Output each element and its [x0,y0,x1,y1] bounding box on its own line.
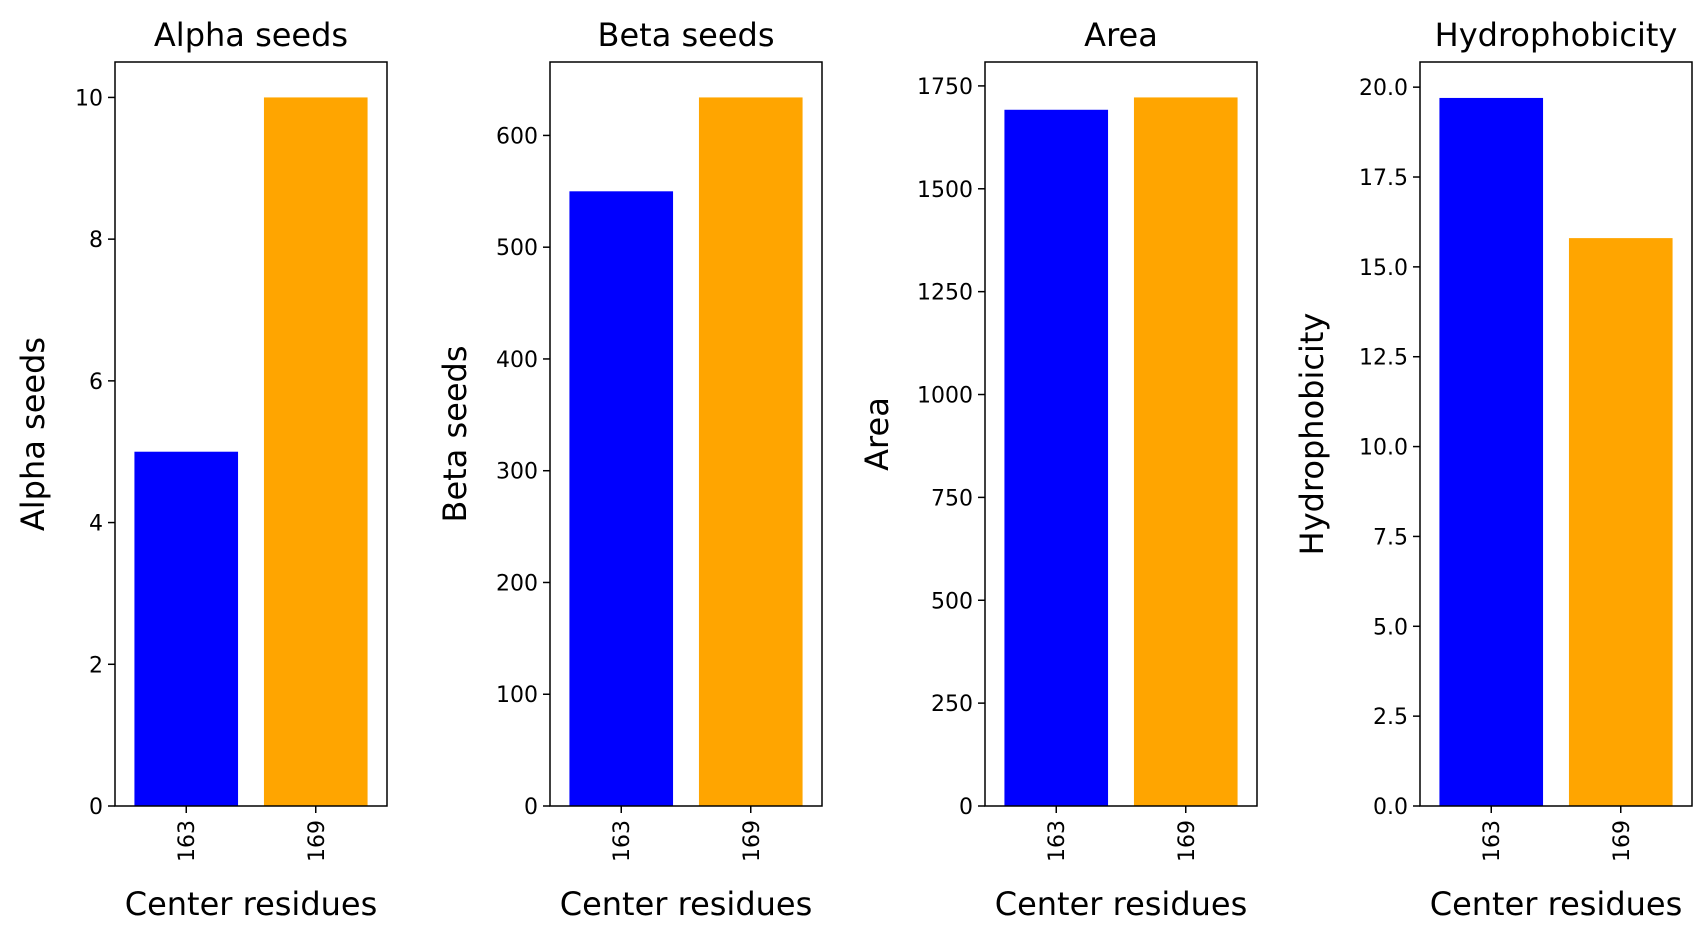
bar [698,97,803,806]
y-tick-label: 0.0 [1373,795,1408,820]
x-tick-label: 169 [1175,820,1200,862]
y-tick-label: 400 [496,348,538,373]
y-tick-label: 20.0 [1359,76,1408,101]
y-tick-label: 500 [496,236,538,261]
y-tick-label: 100 [496,683,538,708]
x-axis-label: Center residues [1430,885,1683,923]
chart-title: Beta seeds [598,16,775,54]
x-tick-label: 169 [740,820,765,862]
chart-panel: Area 163 169 0 250 500 750 1000 1250 1500 1750 Cent… [858,16,1258,923]
x-axis-label: Center residues [125,885,378,923]
y-tick-label: 750 [931,486,973,511]
bar [569,191,674,806]
y-tick-label: 12.5 [1359,346,1408,371]
y-tick-label: 6 [89,370,103,395]
y-tick-label: 1500 [917,178,973,203]
axes-frame [549,61,823,807]
y-tick-label: 10 [75,86,103,111]
x-tick-label: 163 [1045,820,1070,862]
x-tick-label: 163 [610,820,635,862]
y-tick-label: 0 [89,795,103,820]
bar [1004,109,1109,807]
y-axis-label: Beta seeds [436,346,474,523]
x-axis-label: Center residues [560,885,813,923]
chart-panel: Beta seeds 163 169 0 100 200 300 400 500 600 Cente… [436,16,823,923]
bar [1133,97,1238,806]
y-tick-label: 500 [931,589,973,614]
chart-panel: Hydrophobicity 163 169 0.0 2.5 5.0 7.5 10.0 12.5… [1293,16,1693,923]
y-tick-label: 15.0 [1359,256,1408,281]
bar [1439,97,1544,807]
chart-title: Hydrophobicity [1435,16,1678,54]
y-tick-label: 300 [496,460,538,485]
y-tick-label: 17.5 [1359,166,1408,191]
y-tick-label: 10.0 [1359,436,1408,461]
y-axis-label: Hydrophobicity [1293,313,1331,556]
axes-frame [114,61,388,807]
axes-frame [984,61,1258,807]
y-axis-label: Area [858,397,896,471]
y-tick-label: 1000 [917,384,973,409]
y-tick-label: 2.5 [1373,705,1408,730]
y-tick-label: 5.0 [1373,615,1408,640]
axes-frame [1419,61,1693,807]
y-tick-label: 8 [89,228,103,253]
x-tick-label: 169 [305,820,330,862]
bar [134,451,239,806]
y-tick-label: 0 [959,795,973,820]
y-tick-label: 250 [931,692,973,717]
bar [263,97,368,806]
chart-title: Area [1084,16,1158,54]
y-tick-label: 200 [496,571,538,596]
y-tick-label: 4 [89,512,103,537]
y-tick-label: 0 [524,795,538,820]
x-tick-label: 169 [1610,820,1635,862]
y-tick-label: 2 [89,653,103,678]
y-tick-label: 7.5 [1373,525,1408,550]
y-axis-label: Alpha seeds [14,337,52,531]
bar [1568,238,1673,806]
x-tick-label: 163 [1480,820,1505,862]
x-tick-label: 163 [175,820,200,862]
chart-panel: Alpha seeds 163 169 0 2 4 6 8 10 Center residues A… [14,16,388,923]
chart-title: Alpha seeds [154,16,348,54]
y-tick-label: 1250 [917,281,973,306]
x-axis-label: Center residues [995,885,1248,923]
y-tick-label: 1750 [917,75,973,100]
y-tick-label: 600 [496,124,538,149]
